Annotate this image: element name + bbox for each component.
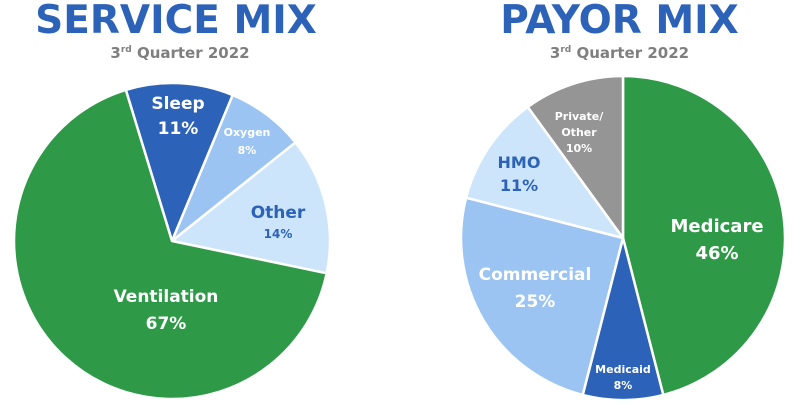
slice-label-medicare: Medicare [670,216,763,237]
slice-label-ventilation: Ventilation [114,287,219,307]
slice-value-hmo: 11% [500,176,538,195]
service-mix-subtitle: 3rd Quarter 2022 [0,44,360,62]
pie-slice-hmo [464,105,625,240]
pie-slice-other [170,141,332,275]
service-subtitle-sup: rd [120,45,132,55]
payor-mix-subtitle: 3rd Quarter 2022 [440,44,799,62]
payor-mix-panel: PAYOR MIX 3rd Quarter 2022 Medicare 46% Me… [440,0,799,404]
payor-subtitle-prefix: 3 [549,44,561,62]
service-subtitle-suffix: Quarter 2022 [131,44,250,62]
pie-slice-commercial [459,196,625,397]
payor-mix-title: PAYOR MIX [500,0,739,43]
slice-value-medicaid: 8% [614,379,633,392]
pie-slice-sleep [124,81,234,243]
slice-label-commercial: Commercial [479,265,592,285]
slice-label-hmo: HMO [498,153,541,172]
slice-value-other: 14% [264,227,293,241]
pie-slice-medicare [621,74,787,397]
payor-subtitle-sup: rd [560,45,572,55]
slice-label-medicaid: Medicaid [595,363,651,376]
payor-mix-pie: Medicare 46% Medicaid 8% Commercial 25% HMO 11%… [459,74,787,402]
slice-label-other: Other [251,203,306,223]
service-mix-panel: SERVICE MIX 3rd Quarter 2022 Sleep 11% Oxy… [0,0,360,404]
pie-slice-private-other [526,74,625,240]
pie-slice-ventilation [12,88,328,401]
slice-label-sleep: Sleep [151,94,204,114]
slice-label-oxygen: Oxygen [224,126,271,139]
slice-value-private-other: 10% [566,142,592,155]
slice-value-ventilation: 67% [146,314,187,334]
slice-value-sleep: 11% [158,119,199,139]
slice-value-commercial: 25% [515,292,556,312]
slice-value-medicare: 46% [695,243,738,264]
slice-label-private-other: Private/Other [555,110,605,139]
slice-value-oxygen: 8% [238,144,257,157]
service-subtitle-prefix: 3 [110,44,121,62]
payor-subtitle-suffix: Quarter 2022 [571,44,690,62]
service-mix-title: SERVICE MIX [35,0,317,43]
service-mix-pie: Sleep 11% Oxygen 8% Other 14% Ventilation 67% [12,81,332,401]
